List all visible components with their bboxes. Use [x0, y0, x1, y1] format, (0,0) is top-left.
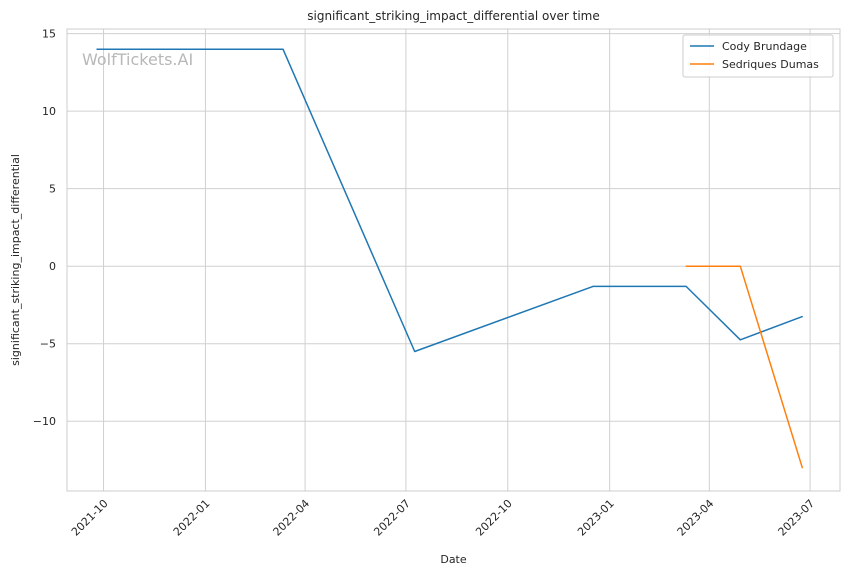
y-axis-label: significant_striking_impact_differential: [9, 154, 22, 366]
x-axis-label: Date: [440, 553, 467, 566]
data-point: [414, 350, 416, 353]
series-layer: [96, 48, 804, 469]
data-point: [685, 285, 687, 287]
legend-box: [682, 34, 834, 78]
data-point: [592, 285, 594, 287]
y-tick-label: −5: [40, 338, 56, 351]
y-tick-label: −10: [33, 415, 56, 428]
data-point: [96, 48, 98, 50]
legend-label-cody-brundage: Cody Brundage: [722, 40, 807, 53]
y-tick-label: 0: [49, 260, 56, 273]
legend: Cody Brundage Sedriques Dumas: [682, 34, 834, 78]
data-point: [739, 339, 741, 341]
y-tick-label: 5: [49, 183, 56, 196]
watermark: WolfTickets.AI: [82, 50, 193, 69]
chart-title: significant_striking_impact_differential…: [307, 9, 599, 23]
data-point: [801, 467, 803, 469]
data-point: [282, 48, 284, 50]
grid: [67, 29, 840, 491]
y-tick-label: 15: [42, 28, 56, 41]
y-tick-label: 10: [42, 105, 56, 118]
y-tick-labels: 15 10 5 0 −5 −10: [33, 28, 56, 429]
legend-label-sedriques-dumas: Sedriques Dumas: [722, 58, 819, 71]
data-point: [685, 265, 687, 267]
plot-frame: [66, 28, 841, 492]
data-point: [801, 315, 803, 318]
data-point: [739, 265, 741, 267]
